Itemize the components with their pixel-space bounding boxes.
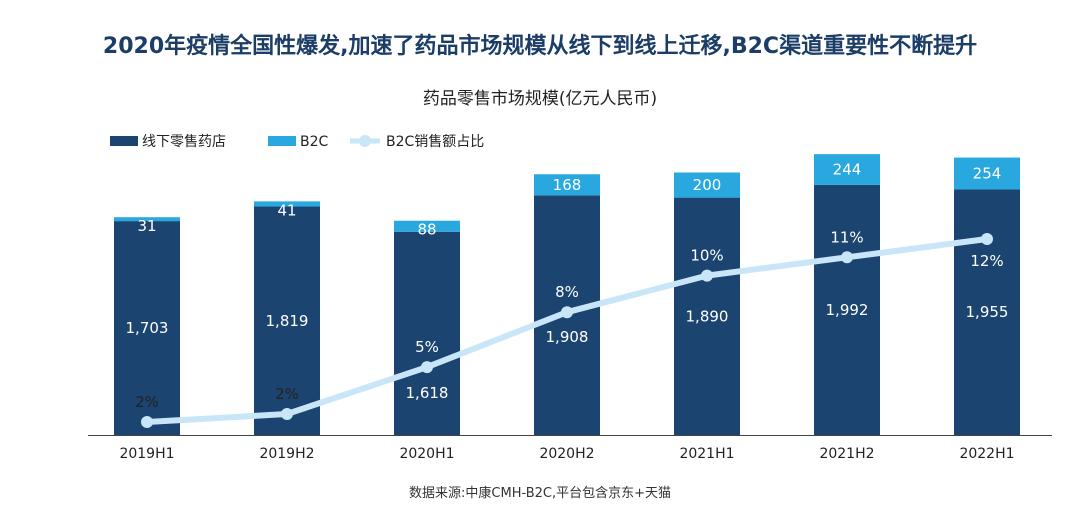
bar-label-offline-2021H1: 1,890 [686,307,729,325]
bar-offline-2020H1 [394,231,460,435]
share-marker-2020H2 [561,306,573,319]
bar-label-b2c-2019H1: 31 [137,217,156,235]
bar-b2c-2021H2 [814,154,880,185]
bar-label-b2c-2021H1: 200 [693,176,722,194]
bar-offline-2021H1 [674,197,740,435]
share-marker-2021H2 [841,251,853,264]
bar-offline-2019H1 [114,221,180,435]
bar-b2c-2020H2 [534,174,600,196]
legend-b2c-swatch [268,136,296,146]
x-tick-label-2019H1: 2019H1 [119,446,174,462]
bar-label-b2c-2019H2: 41 [277,201,296,219]
bar-offline-2021H2 [814,184,880,435]
bar-label-b2c-2020H2: 168 [553,176,582,194]
share-marker-2022H1 [981,233,993,245]
bar-b2c-2022H1 [954,157,1020,190]
bar-label-offline-2020H1: 1,618 [406,384,449,402]
share-label-2019H1: 2% [135,393,159,411]
share-label-2020H1: 5% [415,338,439,356]
share-marker-2019H1 [141,416,153,428]
legend-share-label: B2C销售额占比 [386,134,484,150]
bar-offline-2019H2 [254,206,320,435]
x-tick-label-2021H1: 2021H1 [679,446,734,462]
share-label-2021H1: 10% [690,247,723,265]
legend-offline-swatch [110,136,138,146]
legend-offline-label: 线下零售药店 [142,134,226,150]
bar-offline-2022H1 [954,189,1020,435]
bar-label-offline-2022H1: 1,955 [966,303,1009,321]
headline: 2020年疫情全国性爆发,加速了药品市场规模从线下到线上迁移,B2C渠道重要性不… [102,34,978,59]
x-tick-label-2022H1: 2022H1 [959,446,1014,462]
bar-label-b2c-2020H1: 88 [417,221,436,239]
bar-b2c-2020H1 [394,220,460,232]
bar-label-b2c-2022H1: 254 [973,165,1002,183]
x-tick-label-2021H2: 2021H2 [819,446,874,462]
share-label-2022H1: 12% [970,252,1003,270]
share-marker-2020H1 [421,361,433,374]
share-label-2020H2: 8% [555,283,579,301]
bar-label-offline-2020H2: 1,908 [546,328,589,346]
x-tick-label-2020H2: 2020H2 [539,446,594,462]
x-tick-label-2019H2: 2019H2 [259,446,314,462]
share-marker-2021H1 [701,269,713,282]
data-source-note: 数据来源:中康CMH-B2C,平台包含京东+天猫 [409,486,671,501]
legend-share-marker [359,135,371,147]
bar-label-offline-2019H2: 1,819 [266,312,309,330]
chart-title: 药品零售市场规模(亿元人民币) [422,89,658,109]
bar-b2c-2019H1 [114,217,180,222]
share-label-2021H2: 11% [830,228,863,246]
share-label-2019H2: 2% [275,385,299,403]
legend: 线下零售药店 B2C B2C销售额占比 [110,134,484,150]
bar-b2c-2019H2 [254,201,320,207]
bar-label-offline-2019H1: 1,703 [126,319,169,337]
bar-label-offline-2021H2: 1,992 [826,301,869,319]
bar-b2c-2021H1 [674,172,740,198]
legend-b2c-label: B2C [300,134,329,150]
bar-label-b2c-2021H2: 244 [833,160,862,178]
x-tick-label-2020H1: 2020H1 [399,446,454,462]
share-marker-2019H2 [281,408,293,420]
